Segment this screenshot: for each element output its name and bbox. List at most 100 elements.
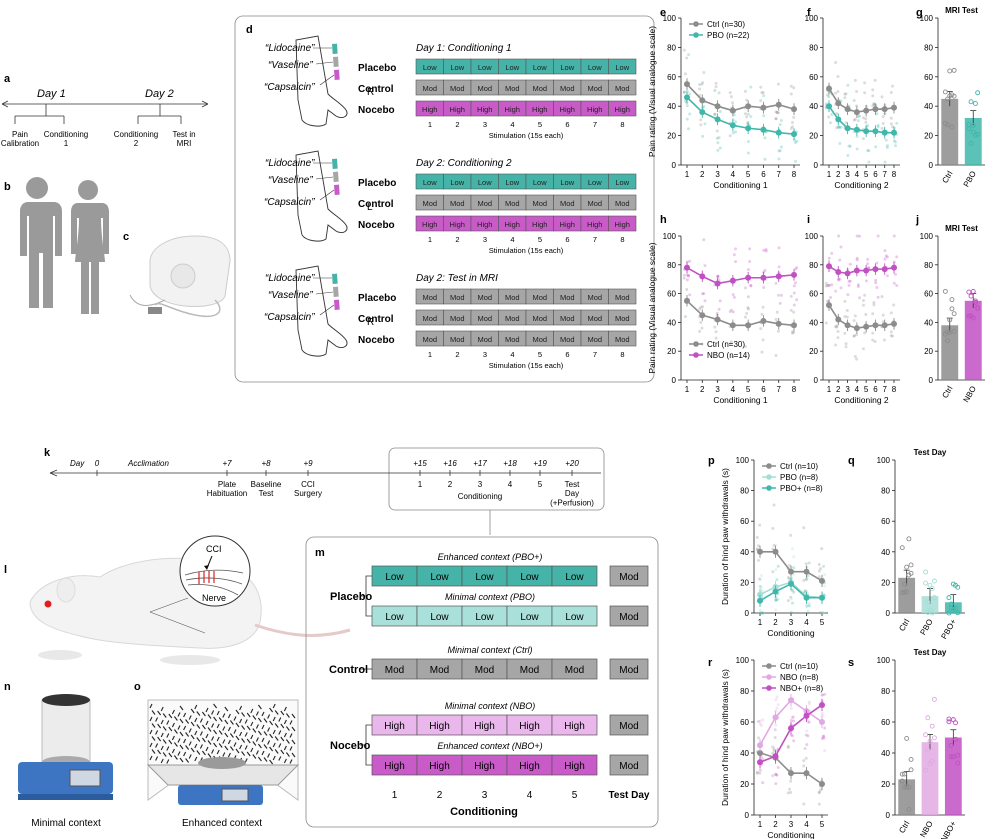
pattern-stroke [168,726,173,732]
data-point [802,578,806,582]
data-point [874,281,878,285]
y-tick-label: 20 [667,347,676,356]
m-cell-label: Low [520,572,539,583]
pattern-stroke [263,731,268,736]
data-point [906,807,912,812]
k-cond-day-3: +18 [503,459,517,468]
pattern-stroke [241,738,246,743]
d-cell-label: Mod [587,84,602,93]
data-point [803,747,807,751]
d-cell-label: Low [478,63,492,72]
d-cell-label: High [532,220,547,229]
pattern-stroke [291,752,296,758]
d-group-control: Control [358,199,394,210]
pattern-stroke [272,755,276,761]
pattern-stroke [162,739,167,744]
pattern-stroke [179,731,184,737]
pattern-stroke [239,731,243,737]
data-point [891,125,894,129]
data-point [682,273,686,277]
m-day-number: 4 [527,790,533,801]
d-cell [608,330,637,347]
series-marker [863,267,870,274]
bar [944,737,962,815]
data-point [702,292,706,296]
data-point [892,303,896,307]
series-marker [699,109,706,116]
data-point [968,293,974,299]
pattern-stroke [179,744,184,750]
pattern-stroke [188,754,192,759]
data-point [688,112,692,116]
data-point [889,311,893,315]
pattern-stroke [269,733,274,739]
y-tick-label: 20 [809,347,818,356]
data-point [970,129,976,135]
y-tick-label: 60 [881,517,890,526]
data-point [776,293,780,297]
data-point [791,547,794,551]
legend-marker [693,352,699,358]
series-marker [863,323,870,330]
label-d: d [246,24,253,36]
data-point [843,96,847,100]
data-point [743,286,747,290]
k-cond-num-2: 3 [478,480,483,489]
d-group-nocebo: Nocebo [358,220,395,231]
x-tick-label: 2 [700,170,705,179]
data-point [771,745,775,749]
series-marker [835,269,842,275]
series-marker [826,103,832,110]
data-point [829,295,832,299]
pattern-stroke [257,730,262,736]
data-point [775,773,779,777]
pattern-stroke [272,716,276,722]
cream-capsaicin: “Capsaicin” [264,82,315,93]
x-tick-label: 8 [792,385,797,394]
d-cell-label: Mod [615,293,630,302]
data-point [718,110,722,114]
pattern-stroke [160,745,164,751]
data-point [945,338,950,344]
legend-label: NBO+ (n=8) [780,684,823,693]
chart-s: s 0 20 40 60 80 100 Test Day Ctrl NBO NBO+ [848,648,965,839]
pattern-stroke [177,738,181,743]
data-point [819,611,822,615]
series-marker [757,597,763,604]
d-stim-number: 8 [620,120,624,129]
pattern-stroke [201,750,206,756]
d-cell-label: Mod [477,314,492,323]
panel-k: k Day Acclimation 0 +7 Plate Habituation +8 B… [44,447,605,535]
data-point [755,770,759,774]
data-point [968,140,974,146]
chart-r: r 0 20 40 60 80 100 Duration of hind paw withdr… [708,656,828,839]
data-point [970,289,976,294]
a-item-cond1: Conditioning 1 [44,130,88,148]
label-a: a [4,73,11,85]
series-marker [872,106,879,113]
series-marker [881,322,888,329]
y-tick-label: 0 [814,376,819,385]
data-point [805,604,809,608]
d-cell-label: Mod [615,335,630,344]
x-tick-label: 5 [746,385,751,394]
data-point [891,84,894,88]
y-tick-label: 80 [809,261,818,270]
data-point [867,149,871,153]
m-test-cell [609,658,649,680]
series-marker [684,94,690,101]
y-tick-label: 80 [881,687,890,696]
data-point [791,715,794,719]
data-point [761,781,765,785]
pattern-stroke [285,713,290,718]
pattern-stroke [241,725,246,730]
data-point [789,595,793,599]
data-point [745,98,749,102]
data-point [734,120,738,124]
d-cell-label: Mod [587,293,602,302]
pattern-stroke [250,747,254,753]
data-point [774,698,778,702]
pattern-stroke [183,751,187,757]
d-cell [608,58,637,75]
d-cell-label: High [450,220,465,229]
